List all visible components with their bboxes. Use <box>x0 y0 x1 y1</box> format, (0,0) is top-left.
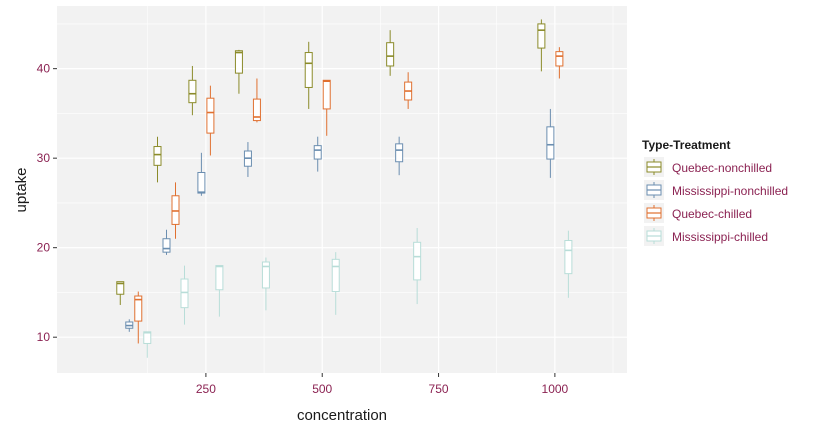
y-tick-label: 30 <box>37 151 51 165</box>
legend-title: Type-Treatment <box>642 138 730 152</box>
boxplot-mississippi-chilled-250 <box>215 265 224 317</box>
boxplot-quebec-nonchilled-350 <box>234 49 243 94</box>
box-iqr <box>162 238 171 253</box>
boxplot-mississippi-nonchilled-500 <box>313 136 322 172</box>
box-iqr <box>261 261 270 289</box>
x-axis-title: concentration <box>297 407 387 424</box>
box-iqr <box>564 240 573 275</box>
box-iqr <box>546 126 555 160</box>
box-iqr <box>215 265 224 291</box>
box-iqr <box>386 42 395 67</box>
x-tick-label: 1000 <box>542 382 569 396</box>
legend-item-mississippi-chilled: Mississippi-chilled <box>644 226 768 246</box>
box-iqr <box>116 281 125 295</box>
box-iqr <box>234 50 243 74</box>
box-iqr <box>153 146 162 166</box>
box-iqr <box>134 295 143 322</box>
box-iqr <box>252 98 261 122</box>
box-iqr <box>413 241 422 281</box>
box-groups <box>116 19 573 358</box>
boxplot-quebec-nonchilled-1000 <box>537 19 546 72</box>
boxplot-mississippi-nonchilled-1000 <box>546 108 555 178</box>
boxplot-mississippi-chilled-175 <box>180 265 189 325</box>
box-iqr <box>206 97 215 134</box>
legend: Type-Treatment Quebec-nonchilled Mississi… <box>642 138 788 246</box>
plot-panel <box>57 6 627 373</box>
boxplot-quebec-chilled-250 <box>206 85 215 156</box>
boxplot-mississippi-chilled-350 <box>261 257 270 311</box>
boxplot-mississippi-chilled-500 <box>331 252 340 315</box>
x-tick-label: 500 <box>312 382 332 396</box>
box-iqr <box>331 258 340 293</box>
boxplot-mississippi-chilled-1000 <box>564 230 573 298</box>
boxplot-mississippi-chilled-675 <box>413 227 422 305</box>
boxplot-mississippi-nonchilled-175 <box>162 229 171 255</box>
boxplot-mississippi-nonchilled-675 <box>395 136 404 176</box>
box-iqr <box>143 331 152 344</box>
box-iqr <box>180 278 189 309</box>
y-tick-label: 10 <box>37 330 51 344</box>
boxplot-quebec-chilled-1000 <box>555 47 564 79</box>
box-iqr <box>197 171 206 194</box>
boxplot-mississippi-nonchilled-350 <box>243 142 252 177</box>
x-tick-label: 750 <box>429 382 449 396</box>
boxplot-mississippi-chilled-95 <box>143 331 152 358</box>
boxplot-quebec-nonchilled-250 <box>188 65 197 116</box>
boxplot-quebec-chilled-675 <box>404 72 413 109</box>
boxplot-quebec-nonchilled-95 <box>116 281 125 305</box>
box-iqr <box>188 79 197 104</box>
box-iqr <box>537 23 546 49</box>
y-tick-label: 40 <box>37 62 51 76</box>
x-tick-label: 250 <box>196 382 216 396</box>
legend-label: Quebec-nonchilled <box>672 161 772 175</box>
legend-label: Quebec-chilled <box>672 207 752 221</box>
boxplot-mississippi-nonchilled-250 <box>197 152 206 196</box>
legend-item-mississippi-nonchilled: Mississippi-nonchilled <box>644 180 788 200</box>
boxplot-quebec-chilled-175 <box>171 182 180 239</box>
boxplot-mississippi-nonchilled-95 <box>125 319 134 332</box>
minor-gridlines <box>57 6 627 373</box>
y-tick-label: 20 <box>37 241 51 255</box>
major-gridlines <box>57 6 627 373</box>
box-iqr <box>304 52 313 88</box>
box-iqr <box>171 195 180 225</box>
x-axis: 250 500 750 1000 <box>196 373 569 396</box>
boxplot-quebec-chilled-95 <box>134 291 143 344</box>
y-axis-title: uptake <box>13 167 30 212</box>
legend-item-quebec-chilled: Quebec-chilled <box>644 203 752 223</box>
box-iqr <box>322 79 331 110</box>
boxplot-quebec-nonchilled-500 <box>304 41 313 109</box>
legend-label: Mississippi-chilled <box>672 230 768 244</box>
box-iqr <box>313 145 322 160</box>
legend-label: Mississippi-nonchilled <box>672 184 788 198</box>
box-iqr <box>395 143 404 163</box>
boxplot-quebec-nonchilled-175 <box>153 136 162 183</box>
box-iqr <box>555 51 564 67</box>
boxplot-quebec-chilled-350 <box>252 78 261 123</box>
boxplot-quebec-nonchilled-675 <box>386 30 395 76</box>
boxplot-quebec-chilled-500 <box>322 79 331 136</box>
legend-item-quebec-nonchilled: Quebec-nonchilled <box>644 157 772 177</box>
y-axis: 10 20 30 40 <box>37 62 57 344</box>
